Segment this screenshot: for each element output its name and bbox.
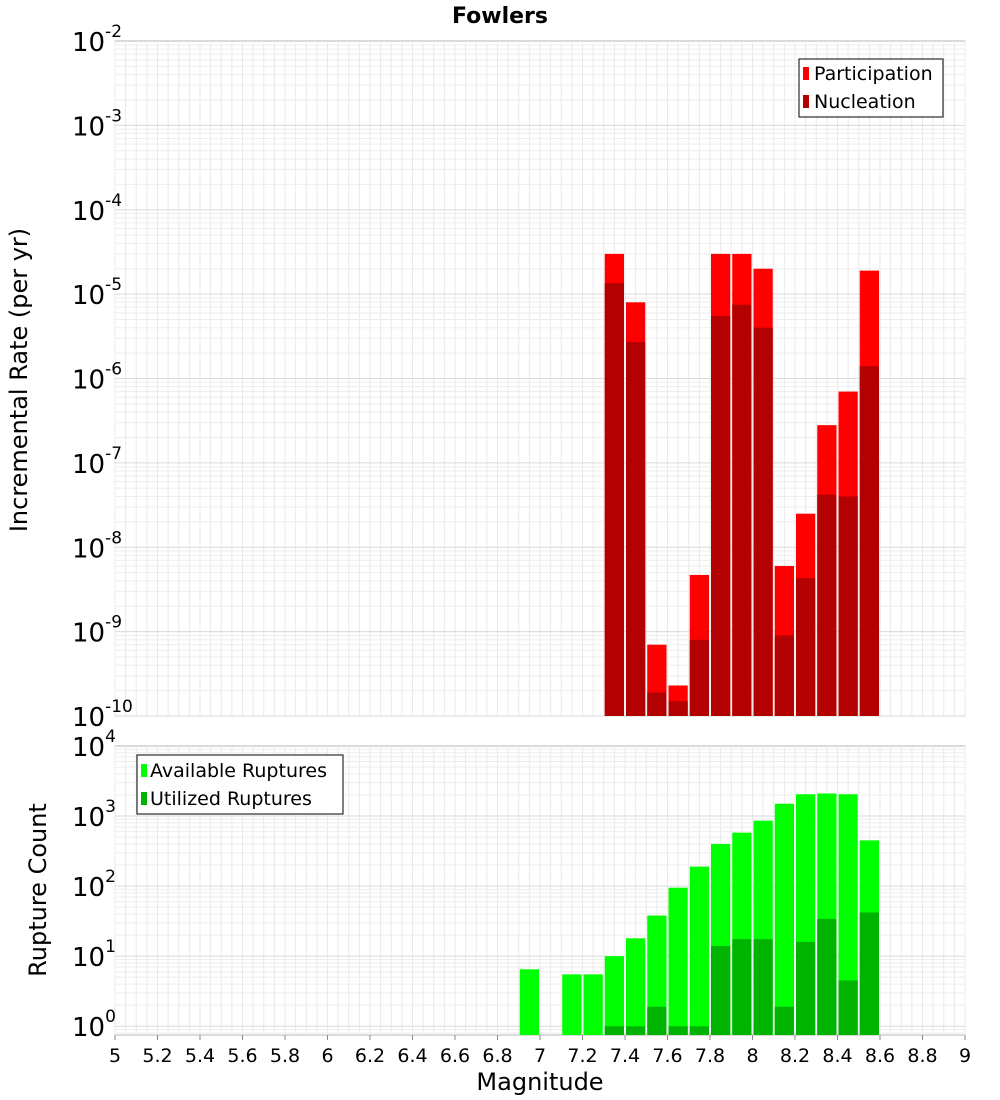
- x-tick-label: 6: [321, 1045, 333, 1067]
- x-tick-label: 8: [746, 1045, 758, 1067]
- x-tick-label: 9: [959, 1045, 971, 1067]
- top-bar-s2: [796, 578, 816, 716]
- bot-bar-s2: [711, 945, 731, 1035]
- bot-bar-s2: [647, 1006, 667, 1035]
- top-y-tick-label: 10-7: [72, 444, 122, 480]
- bot-bar-s1: [647, 915, 667, 1035]
- bot-y-tick-label: 104: [72, 727, 116, 763]
- x-tick-label: 5: [109, 1045, 121, 1067]
- top-bar-s2: [711, 316, 731, 716]
- bot-bar-s1: [604, 956, 624, 1035]
- top-bar-s2: [817, 494, 837, 716]
- bot-bar-s1: [583, 974, 603, 1035]
- top-y-ticks: 10-2 10-3 10-4 10-5 10-6 10-7 10-8 10-9 10-10: [72, 22, 133, 733]
- bot-y-tick-label: 101: [72, 937, 116, 973]
- legend-swatch-participation: [803, 67, 809, 80]
- bottom-legend: Available Ruptures Utilized Ruptures: [136, 754, 344, 815]
- top-bars: [604, 253, 879, 716]
- x-tick-label: 6.6: [440, 1045, 470, 1067]
- x-tick-label: 5.8: [270, 1045, 300, 1067]
- legend-label-available: Available Ruptures: [150, 760, 327, 782]
- legend-swatch-nucleation: [803, 95, 809, 108]
- top-bar-s2: [859, 366, 879, 716]
- bot-bar-s2: [732, 939, 752, 1035]
- bot-bar-s1: [689, 866, 709, 1035]
- top-bar-s2: [689, 639, 709, 716]
- x-tick-label: 6.8: [482, 1045, 512, 1067]
- bot-bar-s2: [817, 918, 837, 1035]
- bot-y-tick-label: 102: [72, 867, 116, 903]
- bot-bar-s2: [838, 980, 858, 1035]
- bottom-plot: 104 103 102 101 100 5 5.2 5.4 5.6 5.8 6 6.2 6.4 6.6 6…: [24, 727, 971, 1096]
- x-tick-label: 7.2: [567, 1045, 597, 1067]
- bottom-bars: [519, 793, 879, 1035]
- bot-bar-s1: [562, 974, 582, 1035]
- x-tick-label: 7.8: [695, 1045, 725, 1067]
- top-plot: 10-2 10-3 10-4 10-5 10-6 10-7 10-8 10-9 10-10 In…: [5, 22, 966, 733]
- top-bar-s2: [647, 692, 667, 716]
- top-y-tick-label: 10-8: [72, 528, 122, 564]
- x-tick-label: 7.4: [610, 1045, 640, 1067]
- top-bar-s2: [753, 327, 773, 716]
- x-tick-label: 6.2: [355, 1045, 385, 1067]
- bottom-x-ticks: 5 5.2 5.4 5.6 5.8 6 6.2 6.4 6.6 6.8 7 7.2 7.4 7.6 7.8 8…: [109, 1035, 971, 1067]
- chart-title: Fowlers: [452, 4, 548, 29]
- top-y-tick-label: 10-9: [72, 613, 122, 649]
- bot-y-tick-label: 100: [72, 1007, 116, 1043]
- bot-bar-s2: [668, 1026, 688, 1035]
- bot-bar-s1: [774, 803, 794, 1035]
- x-tick-label: 5.4: [185, 1045, 215, 1067]
- top-legend-box: [798, 58, 944, 118]
- bot-bar-s2: [859, 912, 879, 1035]
- top-bar-s2: [838, 496, 858, 716]
- top-y-tick-label: 10-6: [72, 360, 122, 396]
- bottom-legend-box: [136, 754, 344, 815]
- bot-bar-s2: [796, 941, 816, 1035]
- x-tick-label: 8.6: [865, 1045, 895, 1067]
- legend-label-utilized: Utilized Ruptures: [150, 788, 312, 810]
- x-tick-label: 7.6: [652, 1045, 682, 1067]
- bot-bar-s2: [753, 939, 773, 1035]
- legend-label-participation: Participation: [814, 63, 933, 85]
- legend-swatch-utilized: [141, 792, 147, 805]
- x-tick-label: 6.4: [397, 1045, 427, 1067]
- top-bar-s2: [732, 304, 752, 716]
- top-bar-s2: [604, 283, 624, 716]
- x-tick-label: 5.6: [227, 1045, 257, 1067]
- bot-bar-s2: [774, 1006, 794, 1035]
- top-y-tick-label: 10-3: [72, 106, 122, 142]
- bot-y-tick-label: 103: [72, 797, 116, 833]
- bot-bar-s2: [604, 1026, 624, 1035]
- top-y-tick-label: 10-10: [72, 697, 133, 733]
- bottom-y-axis-label: Rupture Count: [24, 803, 52, 977]
- bot-bar-s1: [626, 938, 646, 1035]
- legend-swatch-available: [141, 764, 147, 777]
- top-y-axis-label: Incremental Rate (per yr): [5, 228, 33, 532]
- x-tick-label: 8.8: [907, 1045, 937, 1067]
- bot-bar-s1: [838, 794, 858, 1035]
- top-y-tick-label: 10-5: [72, 275, 122, 311]
- bottom-y-ticks: 104 103 102 101 100: [72, 727, 116, 1043]
- x-tick-label: 8.2: [780, 1045, 810, 1067]
- bot-bar-s2: [626, 1026, 646, 1035]
- bot-bar-s2: [689, 1026, 709, 1035]
- top-y-tick-label: 10-4: [72, 191, 122, 227]
- top-legend: Participation Nucleation: [798, 58, 944, 118]
- top-bar-s2: [668, 701, 688, 716]
- top-bar-s2: [626, 342, 646, 716]
- x-tick-label: 7: [534, 1045, 546, 1067]
- x-tick-label: 5.2: [142, 1045, 172, 1067]
- top-y-tick-label: 10-2: [72, 22, 122, 58]
- x-axis-label: Magnitude: [476, 1068, 603, 1096]
- bot-bar-s1: [668, 887, 688, 1035]
- x-tick-label: 8.4: [822, 1045, 852, 1067]
- top-bar-s2: [774, 635, 794, 716]
- top-grid: [114, 41, 966, 717]
- bot-bar-s1: [519, 969, 539, 1035]
- legend-label-nucleation: Nucleation: [814, 91, 916, 113]
